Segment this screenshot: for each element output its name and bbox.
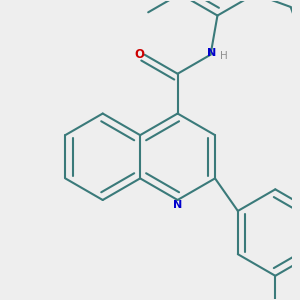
Text: O: O [134, 48, 144, 61]
Text: H: H [220, 51, 228, 61]
Text: N: N [207, 48, 217, 59]
Text: N: N [173, 200, 182, 210]
